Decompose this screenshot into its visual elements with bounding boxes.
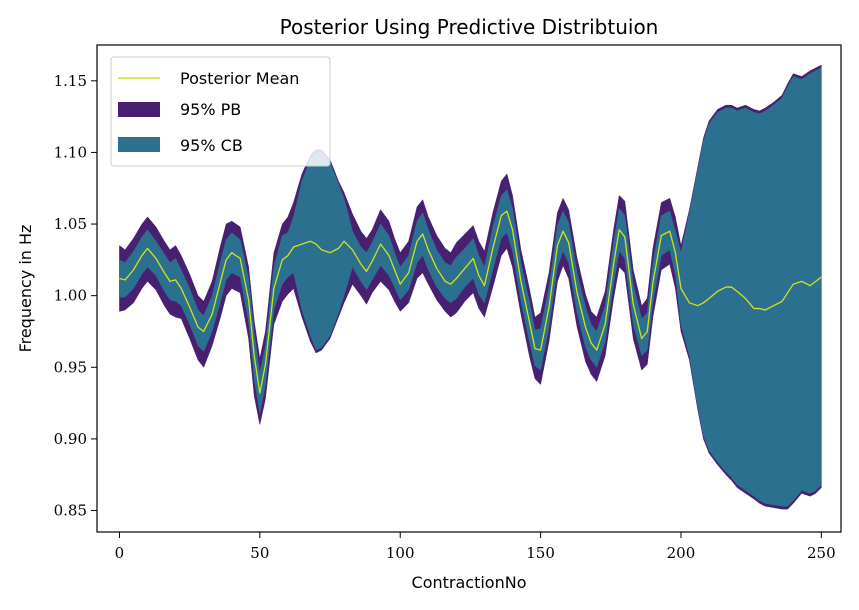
x-tick-label: 50	[250, 544, 269, 562]
legend-label-pb: 95% PB	[180, 100, 241, 119]
x-axis-label: ContractionNo	[412, 573, 527, 592]
y-tick-label: 1.05	[54, 215, 87, 233]
legend-label-posterior-mean: Posterior Mean	[180, 69, 299, 88]
x-tick-label: 200	[667, 544, 696, 562]
legend: Posterior Mean 95% PB 95% CB	[110, 56, 331, 167]
band-pb	[119, 64, 822, 510]
x-tick-label: 100	[386, 544, 415, 562]
y-tick-label: 1.15	[54, 72, 87, 90]
plot-area	[119, 64, 822, 510]
x-tick-label: 150	[526, 544, 555, 562]
y-tick-label: 0.90	[54, 430, 87, 448]
chart-title: Posterior Using Predictive Distribtuion	[280, 15, 659, 39]
y-tick-label: 1.00	[54, 287, 87, 305]
line-posterior-mean	[119, 210, 822, 394]
legend-swatch-pb	[118, 102, 160, 117]
x-tick-label: 0	[115, 544, 125, 562]
y-tick-label: 0.85	[54, 502, 87, 520]
legend-swatch-cb	[118, 137, 160, 152]
x-tick-label: 250	[807, 544, 836, 562]
ticks: 0 50 100 150 200 250 0.85 0.90 0.95 1.00 1.05 1.10 1…	[54, 72, 836, 562]
y-axis-label: Frequency in Hz	[16, 225, 35, 353]
plot-frame	[96, 44, 842, 533]
legend-label-cb: 95% CB	[180, 136, 243, 155]
y-tick-label: 0.95	[54, 358, 87, 376]
legend-box	[110, 56, 331, 167]
y-tick-label: 1.10	[54, 143, 87, 161]
